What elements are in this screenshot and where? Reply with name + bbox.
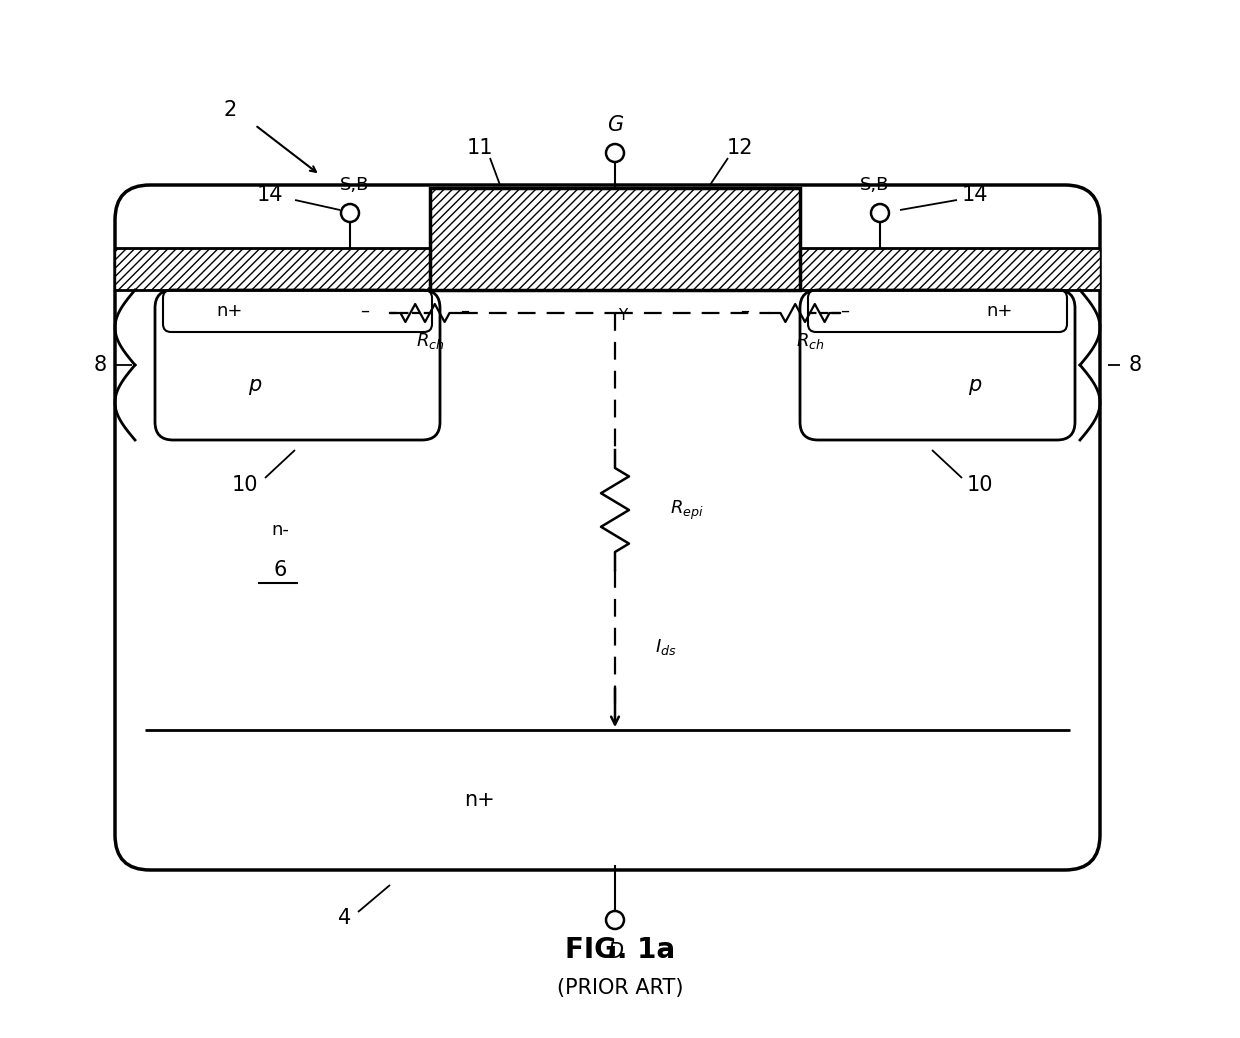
Text: (PRIOR ART): (PRIOR ART) xyxy=(557,978,683,998)
Bar xyxy=(430,188,800,290)
Text: $R_{ch}$: $R_{ch}$ xyxy=(415,331,444,351)
Text: S,B: S,B xyxy=(861,176,889,194)
Text: p: p xyxy=(968,375,982,395)
FancyBboxPatch shape xyxy=(115,185,1100,870)
Text: –: – xyxy=(361,302,370,320)
Text: 6: 6 xyxy=(273,559,286,580)
Text: 11: 11 xyxy=(466,138,494,158)
Text: S,B: S,B xyxy=(340,176,370,194)
Circle shape xyxy=(870,204,889,222)
Text: 10: 10 xyxy=(232,475,258,495)
Text: D: D xyxy=(606,943,622,962)
Text: n+: n+ xyxy=(987,302,1013,320)
Text: –: – xyxy=(740,302,749,320)
Text: G: G xyxy=(606,115,622,135)
Text: 8: 8 xyxy=(1128,355,1142,375)
Text: 12: 12 xyxy=(727,138,753,158)
Text: –: – xyxy=(841,302,849,320)
Text: p: p xyxy=(248,375,262,395)
Text: $R_{ch}$: $R_{ch}$ xyxy=(796,331,825,351)
Text: 10: 10 xyxy=(967,475,993,495)
Text: $I_{ds}$: $I_{ds}$ xyxy=(655,637,677,657)
Text: n+: n+ xyxy=(217,302,243,320)
Circle shape xyxy=(606,144,624,162)
Text: –: – xyxy=(460,302,470,320)
Text: 2: 2 xyxy=(223,100,237,120)
Circle shape xyxy=(341,204,360,222)
Text: n-: n- xyxy=(272,521,289,539)
Bar xyxy=(115,248,1100,290)
Text: 14: 14 xyxy=(257,185,283,204)
Text: FIG. 1a: FIG. 1a xyxy=(565,936,675,964)
Text: $R_{epi}$: $R_{epi}$ xyxy=(670,498,704,522)
Bar xyxy=(430,188,800,290)
Text: 14: 14 xyxy=(962,185,988,204)
Text: 4: 4 xyxy=(339,908,352,928)
Text: Y: Y xyxy=(619,307,627,323)
Text: 8: 8 xyxy=(93,355,107,375)
Text: n+: n+ xyxy=(465,790,495,810)
Circle shape xyxy=(606,911,624,929)
